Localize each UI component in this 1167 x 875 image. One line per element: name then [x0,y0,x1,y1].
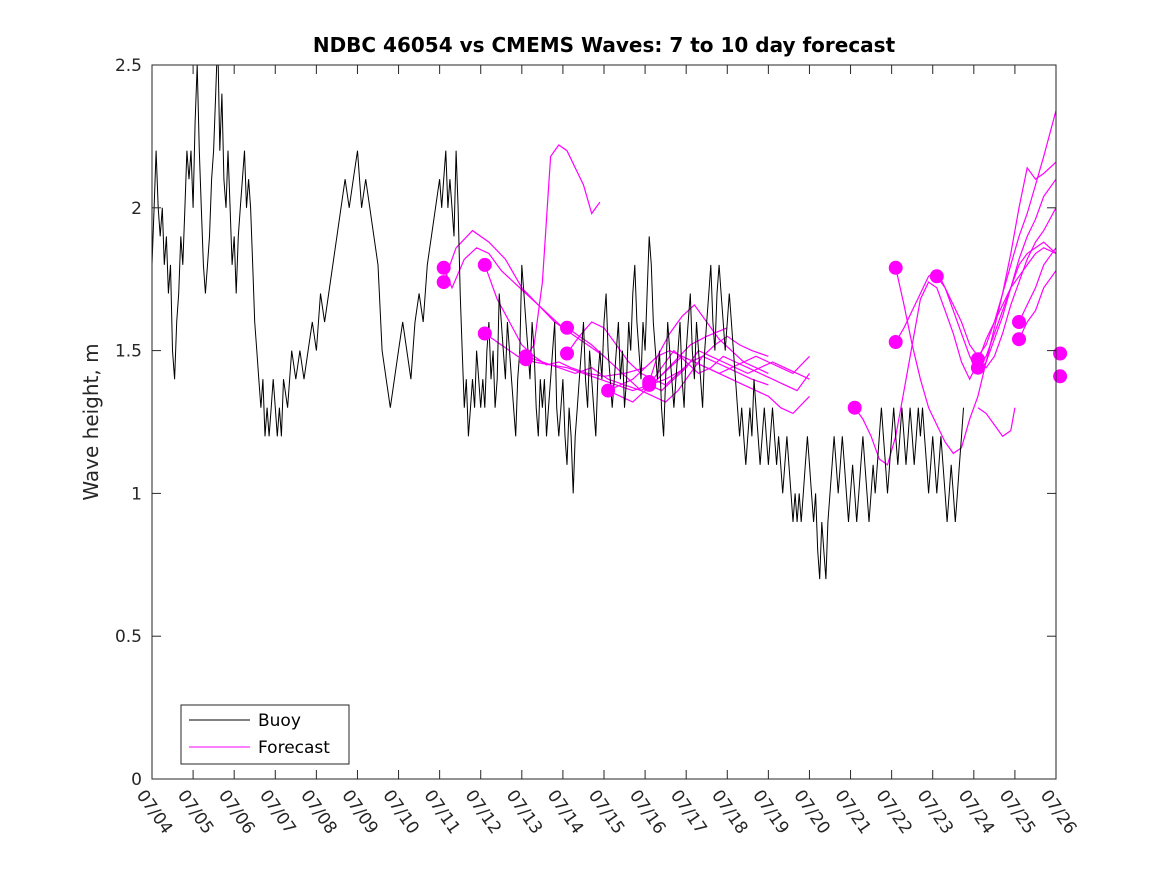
buoy-layer [152,65,964,580]
forecast-start-marker [1012,315,1026,329]
forecast-start-marker [1053,369,1068,384]
forecast-start-marker [436,275,451,290]
forecast-line-5 [525,144,601,357]
legend-box [180,704,350,765]
y-tick-label: 1 [131,484,142,504]
forecast-start-marker [642,377,657,392]
y-tick-label: 2 [131,199,142,219]
forecast-start-marker [1012,332,1026,347]
forecast-start-marker [888,260,903,275]
forecast-line-6 [525,327,728,392]
legend-label-buoy: Buoy [258,711,301,731]
forecast-start-marker [601,383,616,398]
y-tick-label: 2.5 [115,56,142,76]
forecast-start-marker [436,260,451,275]
forecast-line-11 [648,349,810,392]
forecast-line-17 [936,110,1056,358]
forecast-start-marker [477,326,492,341]
forecast-line-21 [1018,270,1056,340]
forecast-start-markers [436,257,1068,415]
y-axis-title: Wave height, m [79,343,103,500]
forecast-start-marker [560,346,574,361]
forecast-line-3 [484,264,646,377]
forecast-start-marker [847,400,862,415]
forecast-start-marker [888,335,903,349]
y-tick-label: 1.5 [115,342,142,362]
chart-title: NDBC 46054 vs CMEMS Waves: 7 to 10 day f… [313,33,896,57]
legend-label-forecast: Forecast [258,738,330,758]
forecast-line-19 [977,247,1056,369]
forecast-layer [443,110,1056,466]
y-tick-label: 0 [131,770,142,790]
forecast-start-marker [560,320,574,335]
forecast-line-2 [443,229,605,357]
forecast-start-marker [518,352,533,367]
forecast-start-marker [929,269,944,284]
forecast-start-marker [477,257,492,272]
forecast-line-20 [1018,247,1056,323]
forecast-start-marker [970,360,985,375]
plot-area [152,65,1056,779]
forecast-line-14 [854,241,1056,466]
legend: Buoy Forecast [180,704,350,765]
forecast-line-18 [977,207,1056,369]
forecast-line-22 [977,407,1016,438]
buoy-line [152,65,964,580]
y-tick-label: 0.5 [115,627,142,647]
forecast-start-marker [1053,346,1068,361]
forecast-line-15 [895,161,1056,455]
